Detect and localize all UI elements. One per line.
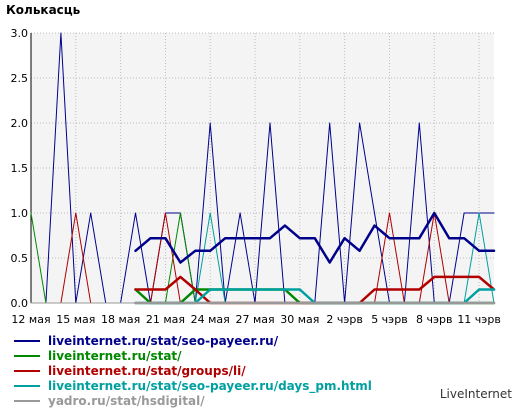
x-tick-label: 2 чэрв [326,313,363,326]
x-tick-label: 27 мая [235,313,274,326]
y-tick-label: 2.5 [11,72,29,85]
x-tick-label: 11 чэрв [457,313,501,326]
x-tick-label: 5 чэрв [371,313,408,326]
legend-swatch [14,399,40,402]
x-tick-label: 21 мая [146,313,185,326]
credit-label: LiveInternet [439,387,512,401]
legend-label: liveinternet.ru/stat/ [48,348,182,363]
legend-swatch [14,339,40,342]
y-tick-label: 0.5 [11,252,29,265]
legend-item: liveinternet.ru/stat/groups/li/ [14,363,372,378]
x-tick-label: 8 чэрв [416,313,453,326]
legend-label: liveinternet.ru/stat/seo-payeer.ru/days_… [48,378,372,393]
x-tick-label: 30 мая [280,313,319,326]
legend-item: liveinternet.ru/stat/seo-payeer.ru/ [14,333,372,348]
legend-swatch [14,384,40,387]
legend-label: liveinternet.ru/stat/seo-payeer.ru/ [48,333,279,348]
legend-label: yadro.ru/stat/hsdigital/ [48,393,205,408]
series-line [134,211,496,264]
legend-label: liveinternet.ru/stat/groups/li/ [48,363,246,378]
legend-item: yadro.ru/stat/hsdigital/ [14,393,372,408]
x-tick-label: 12 мая [11,313,50,326]
legend-item: liveinternet.ru/stat/seo-payeer.ru/days_… [14,378,372,393]
y-tick-label: 1.0 [11,207,29,220]
legend-swatch [14,369,40,372]
y-tick-label: 3.0 [11,27,29,40]
chart-legend: liveinternet.ru/stat/seo-payeer.ru/ live… [14,333,372,408]
y-tick-label: 1.5 [11,162,29,175]
x-tick-label: 18 мая [101,313,140,326]
x-tick-label: 24 мая [191,313,230,326]
chart-title: Колькасць [6,3,81,17]
y-tick-label: 2.0 [11,117,29,130]
y-tick-label: 0.0 [11,297,29,310]
legend-swatch [14,354,40,357]
legend-item: liveinternet.ru/stat/ [14,348,372,363]
x-tick-label: 15 мая [56,313,95,326]
